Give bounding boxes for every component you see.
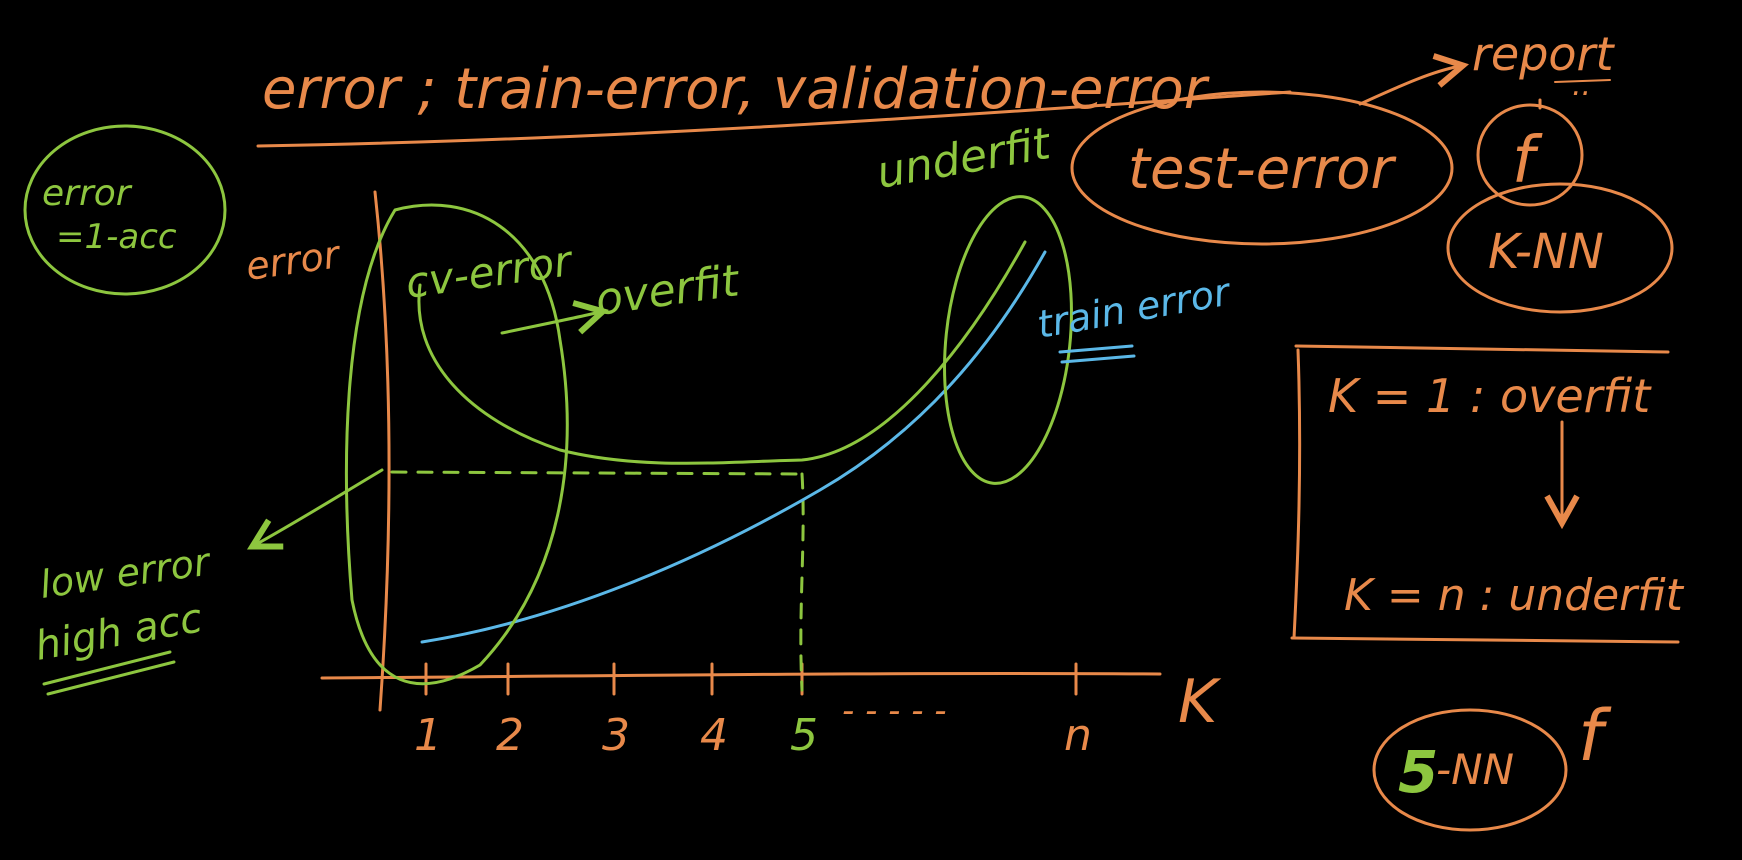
- x-tick-label-5: 5: [790, 710, 818, 761]
- error-definition-line1: error: [42, 173, 133, 214]
- y-axis: [373, 190, 391, 712]
- underfit-label: underfit: [873, 118, 1055, 199]
- x-tick-label-n: n: [1064, 710, 1092, 761]
- report-underline: [1554, 79, 1611, 83]
- report-dots: ..: [1572, 68, 1591, 103]
- overfit-arrow: [500, 312, 600, 335]
- summary-line2: K = n : underfit: [1344, 570, 1685, 621]
- error-definition-line2: =1-acc: [56, 217, 177, 257]
- x-tick-label-4: 4: [700, 710, 728, 761]
- knn-circle: [1446, 182, 1674, 314]
- optimal-k-horizontal-guide: [390, 470, 804, 476]
- train-error-underline: [1058, 344, 1136, 364]
- x-axis-ticks: 1 2 3 4 5 n: [414, 662, 1092, 761]
- knn-label: K-NN: [1488, 224, 1604, 280]
- test-error-circle: [1070, 90, 1454, 246]
- train-error-curve: [420, 250, 1047, 644]
- f-circle: [1476, 103, 1584, 207]
- high-acc-underline: [42, 650, 176, 696]
- train-error-label: train error: [1034, 269, 1235, 346]
- tick-dashes: - - - - -: [842, 691, 947, 731]
- x-tick-label-2: 2: [496, 710, 524, 761]
- low-error-arrow: [255, 468, 384, 545]
- final-model-suffix: -NN: [1436, 745, 1514, 794]
- cv-error-curve: [417, 240, 1027, 465]
- error-definition-circle: [23, 124, 227, 296]
- header-underline: [256, 90, 1292, 148]
- report-arrow: [1358, 66, 1460, 106]
- final-model-k: 5: [1398, 738, 1438, 806]
- overfit-region-circle: [344, 203, 569, 686]
- header-title: error ; train-error, validation-error: [262, 57, 1210, 122]
- high-acc-line2: high acc: [32, 595, 206, 670]
- x-tick-label-1: 1: [414, 710, 442, 761]
- summary-line1: K = 1 : overfit: [1328, 369, 1652, 423]
- final-model-f: f: [1578, 695, 1612, 777]
- overfit-label: overfit: [592, 255, 743, 326]
- final-model-circle: [1372, 708, 1568, 832]
- x-tick-label-3: 3: [602, 710, 630, 761]
- x-axis: [320, 671, 1162, 680]
- underfit-region-circle: [943, 195, 1073, 485]
- x-axis-label: K: [1178, 667, 1222, 737]
- optimal-k-vertical-guide: [799, 472, 805, 692]
- report-label: report: [1472, 27, 1615, 81]
- y-axis-label: error: [243, 232, 344, 289]
- test-error-label: test-error: [1128, 137, 1397, 202]
- summary-box: [1290, 344, 1680, 644]
